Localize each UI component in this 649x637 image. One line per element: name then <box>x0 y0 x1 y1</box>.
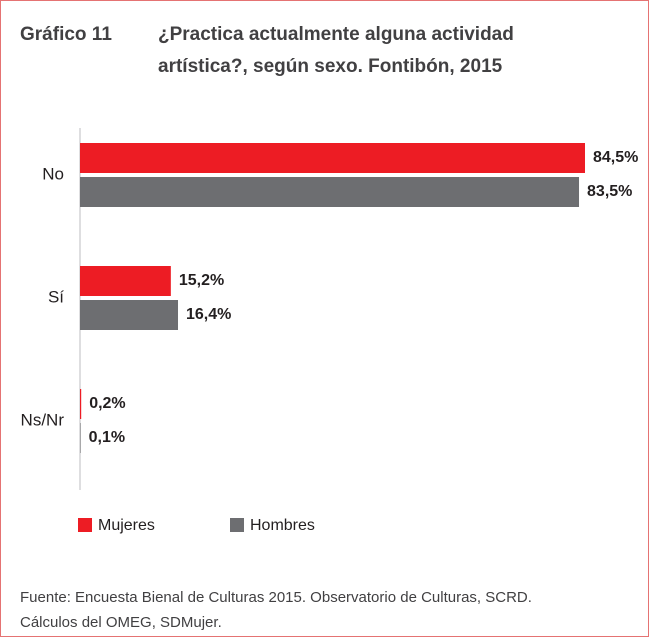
data-label: 15,2% <box>179 272 224 289</box>
figure-label: Gráfico 11 <box>20 24 112 45</box>
source-note: Fuente: Encuesta Bienal de Culturas 2015… <box>20 589 532 606</box>
category-label: Sí <box>48 287 64 306</box>
data-label: 0,1% <box>89 429 125 446</box>
chart-title: ¿Practica actualmente alguna actividad <box>158 24 514 45</box>
bar <box>80 177 580 207</box>
bar <box>80 389 82 419</box>
legend-label: Mujeres <box>98 517 155 534</box>
source-note: Cálculos del OMEG, SDMujer. <box>20 614 222 631</box>
bar <box>80 300 179 330</box>
bar <box>80 143 585 173</box>
data-label: 0,2% <box>89 395 125 412</box>
legend-swatch <box>78 518 92 532</box>
bar <box>80 266 171 296</box>
bar <box>80 423 81 453</box>
data-label: 16,4% <box>186 306 231 323</box>
data-label: 83,5% <box>587 183 632 200</box>
legend-swatch <box>230 518 244 532</box>
category-label: No <box>42 164 64 183</box>
category-label: Ns/Nr <box>21 410 65 429</box>
chart-title: artística?, según sexo. Fontibón, 2015 <box>158 56 503 77</box>
data-label: 84,5% <box>593 149 638 166</box>
legend-label: Hombres <box>250 517 315 534</box>
